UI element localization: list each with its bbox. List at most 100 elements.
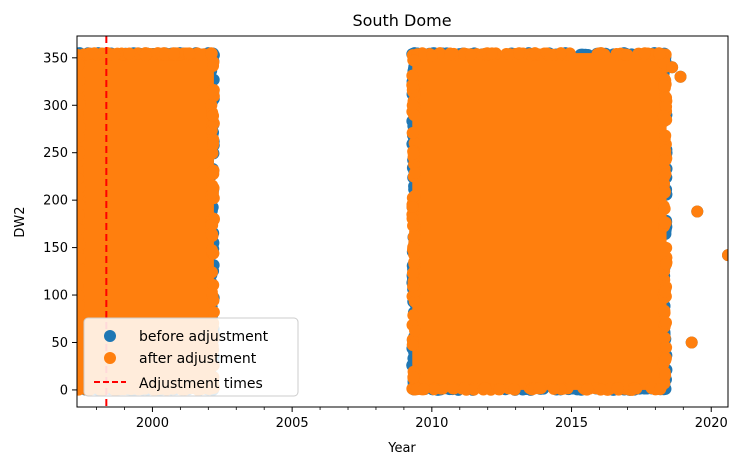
data-point — [407, 219, 420, 232]
data-point — [206, 109, 219, 122]
data-point — [205, 266, 218, 279]
x-tick-label: 2010 — [415, 416, 448, 431]
y-axis-label: DW2 — [13, 206, 28, 237]
data-point — [206, 139, 219, 152]
data-point — [658, 202, 671, 215]
plot-frame — [76, 35, 729, 408]
data-point — [183, 47, 196, 60]
data-point — [407, 241, 420, 254]
data-point — [503, 48, 516, 61]
data-point — [691, 205, 704, 218]
data-point — [406, 79, 419, 92]
data-point — [722, 249, 728, 262]
data-point — [658, 154, 671, 167]
data-point — [594, 383, 607, 396]
y-tick-label: 300 — [43, 99, 68, 114]
data-point — [205, 47, 218, 60]
y-tick-label: 50 — [51, 336, 68, 351]
data-point — [406, 200, 419, 213]
data-point — [77, 299, 85, 312]
data-point — [660, 258, 673, 271]
data-point — [658, 216, 671, 229]
data-point — [193, 48, 206, 61]
y-tick-label: 250 — [43, 146, 68, 161]
data-point — [446, 382, 459, 395]
data-point — [485, 47, 498, 60]
data-point — [619, 48, 632, 61]
data-point — [207, 59, 220, 72]
legend-marker-after — [104, 352, 116, 364]
data-point — [611, 48, 624, 61]
data-point — [408, 295, 421, 308]
data-point — [408, 166, 421, 179]
data-point — [685, 336, 698, 349]
data-point — [628, 382, 641, 395]
data-point — [658, 185, 671, 198]
data-point — [659, 316, 672, 329]
data-point — [407, 147, 420, 160]
data-point — [406, 338, 419, 351]
data-point — [77, 252, 86, 265]
legend: before adjustment after adjustment Adjus… — [83, 317, 299, 397]
data-point — [659, 129, 672, 142]
data-point — [409, 324, 422, 337]
data-point — [167, 48, 180, 61]
data-point — [528, 47, 541, 60]
data-point — [533, 382, 546, 395]
data-point — [88, 47, 101, 60]
data-point — [77, 98, 86, 111]
data-point — [658, 331, 671, 344]
y-tick-label: 100 — [43, 289, 68, 304]
legend-label-adjustment: Adjustment times — [139, 376, 263, 392]
data-point — [417, 383, 430, 396]
y-tick-label: 200 — [43, 194, 68, 209]
data-point — [660, 91, 673, 104]
data-point — [205, 219, 218, 232]
data-point — [674, 70, 687, 83]
data-point — [493, 383, 506, 396]
data-point — [123, 47, 136, 60]
data-point — [407, 309, 420, 322]
y-tick-label: 0 — [60, 383, 68, 398]
legend-label-after: after adjustment — [139, 351, 257, 367]
x-tick-label: 2005 — [276, 416, 309, 431]
data-point — [207, 294, 220, 307]
data-point — [139, 49, 152, 62]
data-point — [77, 223, 85, 236]
data-point — [658, 79, 671, 92]
y-tick-label: 350 — [43, 51, 68, 66]
data-point — [77, 320, 84, 333]
data-point — [659, 144, 672, 157]
data-point — [108, 48, 121, 61]
data-point — [544, 48, 557, 61]
x-tick-label: 2015 — [555, 416, 588, 431]
data-point — [658, 304, 671, 317]
y-axis: 0 50 100 150 200 250 300 350 — [43, 51, 77, 398]
data-point — [206, 84, 219, 97]
data-point — [77, 74, 86, 87]
data-point — [158, 48, 171, 61]
data-point — [660, 241, 673, 254]
data-point — [660, 341, 673, 354]
legend-box — [83, 317, 299, 397]
data-point — [207, 279, 220, 292]
data-point — [407, 371, 420, 384]
x-axis: 2000 2005 2010 2015 2020 — [96, 407, 728, 431]
data-point — [508, 383, 521, 396]
data-point — [666, 61, 679, 74]
data-point — [77, 364, 85, 377]
data-point — [611, 382, 624, 395]
data-point — [408, 54, 421, 67]
data-point — [408, 230, 421, 243]
data-point — [436, 382, 449, 395]
data-point — [406, 99, 419, 112]
data-point — [206, 187, 219, 200]
data-point — [513, 47, 526, 60]
data-point — [205, 167, 218, 180]
data-point — [408, 108, 421, 121]
data-point — [205, 227, 218, 240]
data-point — [77, 375, 84, 388]
data-point — [428, 382, 441, 395]
